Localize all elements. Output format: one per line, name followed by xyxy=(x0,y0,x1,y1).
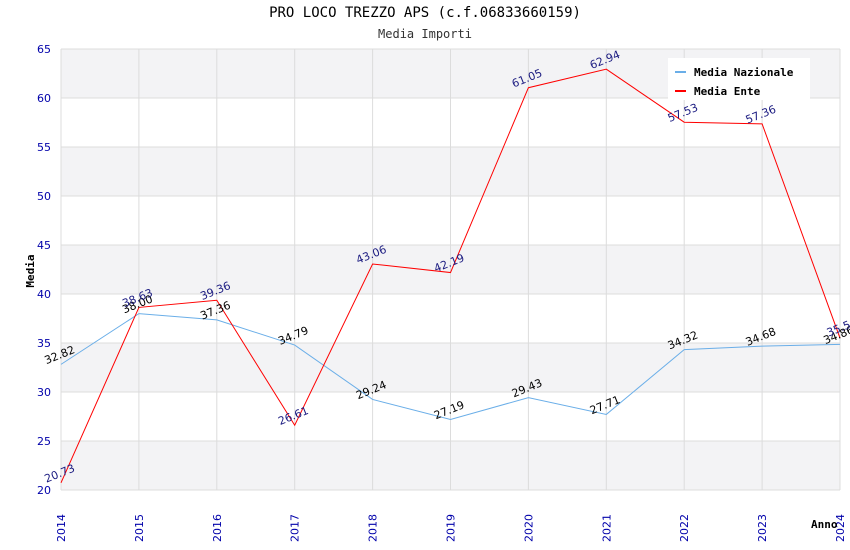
y-tick-label: 65 xyxy=(37,43,51,56)
x-axis-ticks: 2014 2015 2016 2017 2018 2019 2020 2021 2022 2023… xyxy=(55,514,847,542)
legend-box xyxy=(668,58,810,100)
chart-subtitle: Media Importi xyxy=(378,27,472,41)
x-tick-label: 2022 xyxy=(678,514,691,542)
y-tick-label: 25 xyxy=(37,435,51,448)
legend-label: Media Ente xyxy=(694,85,761,98)
x-tick-label: 2021 xyxy=(600,514,613,542)
y-tick-label: 20 xyxy=(37,484,51,497)
x-tick-label: 2020 xyxy=(522,514,535,542)
x-tick-label: 2017 xyxy=(289,514,302,542)
y-tick-label: 50 xyxy=(37,190,51,203)
y-tick-label: 45 xyxy=(37,239,51,252)
y-tick-label: 35 xyxy=(37,337,51,350)
legend: Media Nazionale Media Ente xyxy=(668,58,810,100)
y-axis-label: Media xyxy=(24,254,37,287)
x-tick-label: 2015 xyxy=(133,514,146,542)
x-tick-label: 2016 xyxy=(211,514,224,542)
x-tick-label: 2019 xyxy=(445,514,458,542)
y-tick-label: 60 xyxy=(37,92,51,105)
chart-title: PRO LOCO TREZZO APS (c.f.06833660159) xyxy=(269,5,581,21)
y-tick-label: 30 xyxy=(37,386,51,399)
x-axis-label: Anno xyxy=(811,518,838,531)
y-tick-label: 40 xyxy=(37,288,51,301)
y-tick-label: 55 xyxy=(37,141,51,154)
series-line-media-ente xyxy=(60,68,841,484)
x-tick-label: 2018 xyxy=(367,514,380,542)
series-lines xyxy=(60,68,841,484)
x-tick-label: 2024 xyxy=(834,514,847,542)
x-tick-label: 2023 xyxy=(756,514,769,542)
series-line-media-nazionale xyxy=(60,313,841,421)
gridlines xyxy=(60,48,841,491)
y-axis-ticks: 20 25 30 35 40 45 50 55 60 65 xyxy=(37,43,51,497)
legend-label: Media Nazionale xyxy=(694,66,794,79)
x-tick-label: 2014 xyxy=(55,514,68,542)
